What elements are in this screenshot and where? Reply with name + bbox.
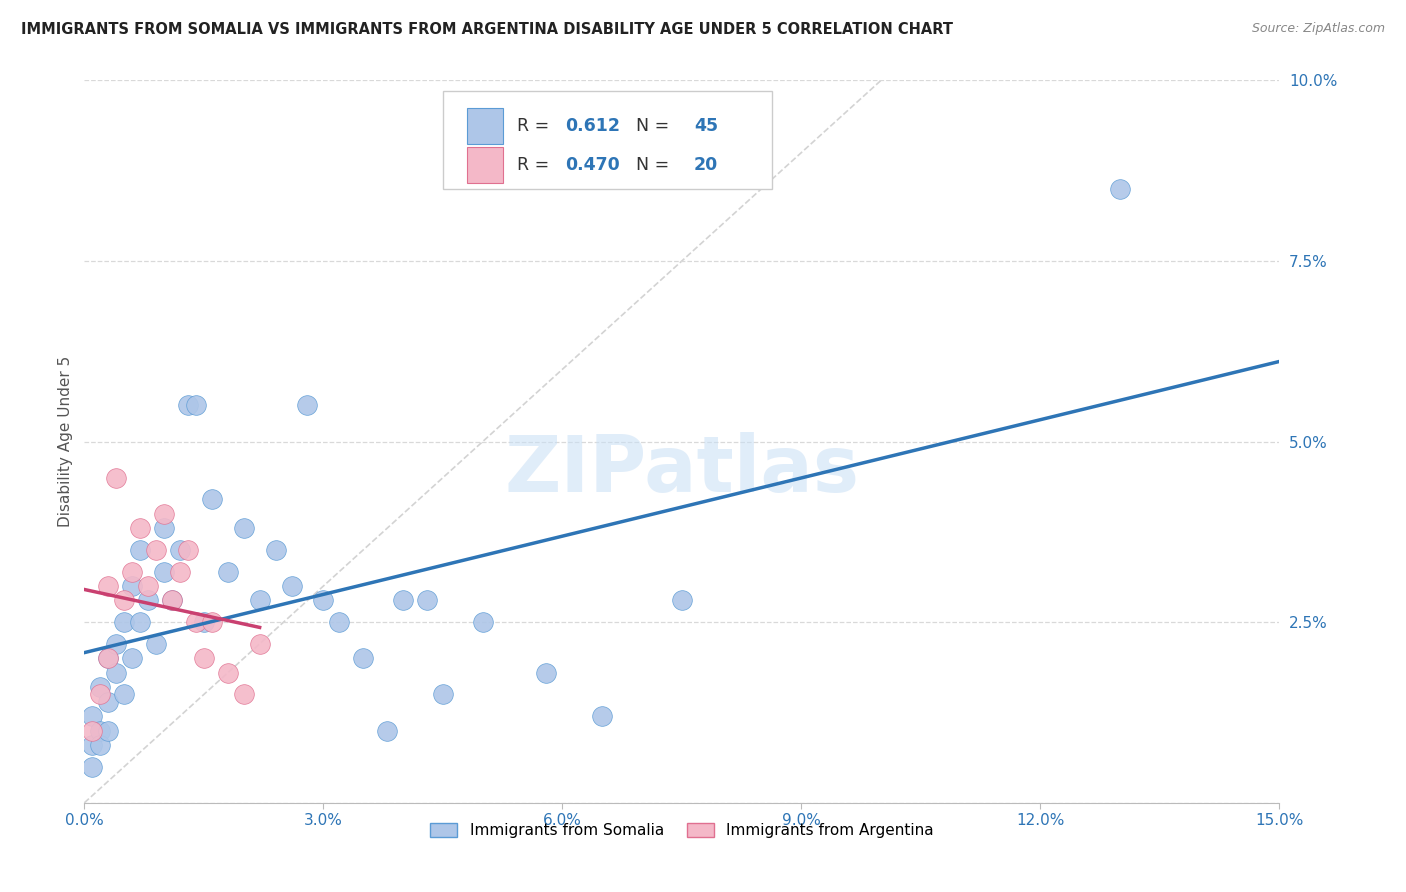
Text: ZIPatlas: ZIPatlas <box>505 433 859 508</box>
Point <box>121 579 143 593</box>
Point <box>416 593 439 607</box>
Point <box>249 637 271 651</box>
Point <box>392 593 415 607</box>
Point <box>536 665 558 680</box>
Point <box>89 738 111 752</box>
Point <box>201 615 224 630</box>
Point <box>591 709 613 723</box>
Point <box>89 687 111 701</box>
Text: N =: N = <box>624 156 675 174</box>
Point <box>121 565 143 579</box>
Text: 0.612: 0.612 <box>565 118 620 136</box>
Point <box>145 542 167 557</box>
Point <box>153 521 176 535</box>
Text: N =: N = <box>624 118 675 136</box>
Point <box>232 687 254 701</box>
Point <box>201 492 224 507</box>
FancyBboxPatch shape <box>443 91 772 189</box>
Point <box>160 593 183 607</box>
Point <box>112 615 135 630</box>
Point <box>145 637 167 651</box>
Point <box>169 565 191 579</box>
Point <box>297 398 319 412</box>
Point <box>352 651 374 665</box>
Point <box>217 565 239 579</box>
Point <box>432 687 454 701</box>
Point <box>97 723 120 738</box>
FancyBboxPatch shape <box>467 108 503 145</box>
FancyBboxPatch shape <box>467 147 503 183</box>
Point <box>177 542 200 557</box>
Point <box>312 593 335 607</box>
Point <box>129 521 152 535</box>
Point <box>105 637 128 651</box>
Text: R =: R = <box>517 118 555 136</box>
Point <box>121 651 143 665</box>
Point <box>82 760 104 774</box>
Point <box>105 665 128 680</box>
Legend: Immigrants from Somalia, Immigrants from Argentina: Immigrants from Somalia, Immigrants from… <box>422 815 942 846</box>
Point <box>129 615 152 630</box>
Point <box>97 651 120 665</box>
Point <box>217 665 239 680</box>
Text: R =: R = <box>517 156 555 174</box>
Text: IMMIGRANTS FROM SOMALIA VS IMMIGRANTS FROM ARGENTINA DISABILITY AGE UNDER 5 CORR: IMMIGRANTS FROM SOMALIA VS IMMIGRANTS FR… <box>21 22 953 37</box>
Point <box>328 615 350 630</box>
Point <box>112 593 135 607</box>
Y-axis label: Disability Age Under 5: Disability Age Under 5 <box>58 356 73 527</box>
Point <box>112 687 135 701</box>
Point <box>280 579 302 593</box>
Text: 20: 20 <box>695 156 718 174</box>
Point <box>1109 182 1132 196</box>
Point <box>375 723 398 738</box>
Point <box>184 398 207 412</box>
Point <box>82 709 104 723</box>
Text: 45: 45 <box>695 118 718 136</box>
Point <box>82 723 104 738</box>
Point <box>89 680 111 694</box>
Point <box>97 579 120 593</box>
Point <box>249 593 271 607</box>
Point <box>232 521 254 535</box>
Point <box>97 651 120 665</box>
Point <box>97 695 120 709</box>
Point <box>129 542 152 557</box>
Point <box>184 615 207 630</box>
Point <box>136 593 159 607</box>
Point <box>264 542 287 557</box>
Text: 0.470: 0.470 <box>565 156 620 174</box>
Text: Source: ZipAtlas.com: Source: ZipAtlas.com <box>1251 22 1385 36</box>
Point <box>193 615 215 630</box>
Point <box>105 471 128 485</box>
Point <box>471 615 494 630</box>
Point <box>82 738 104 752</box>
Point <box>671 593 693 607</box>
Point <box>136 579 159 593</box>
Point <box>89 723 111 738</box>
Point <box>160 593 183 607</box>
Point <box>177 398 200 412</box>
Point <box>193 651 215 665</box>
Point <box>153 507 176 521</box>
Point <box>169 542 191 557</box>
Point <box>153 565 176 579</box>
